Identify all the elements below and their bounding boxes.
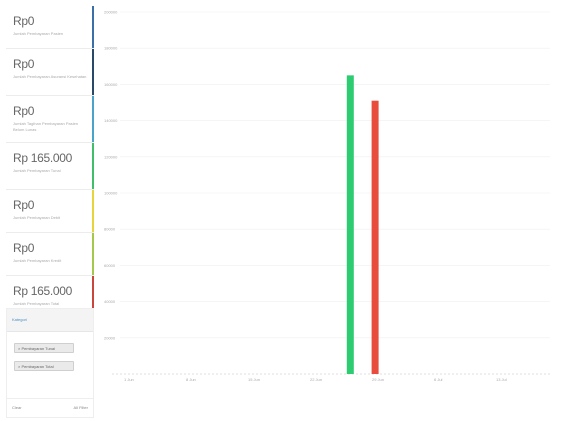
- summary-value: Rp0: [13, 198, 35, 212]
- y-tick-label: 80000: [104, 227, 116, 232]
- chart-area: 200000 180000 160000 140000 120000 100000 8000…: [98, 10, 556, 382]
- y-tick-label: 160000: [104, 82, 118, 87]
- summary-card: Rp 165.000 Jumlah Pembayaran Tunai: [6, 143, 94, 190]
- summary-color-bar: [92, 96, 94, 142]
- x-tick-label: 22 Jun: [310, 377, 322, 382]
- clear-filter-button[interactable]: Clear: [12, 405, 22, 410]
- y-tick-label: 40000: [104, 299, 116, 304]
- y-tick-label: 140000: [104, 118, 118, 123]
- summary-value: Rp0: [13, 57, 35, 71]
- summary-value: Rp0: [13, 104, 35, 118]
- filter-title: Kategori: [12, 317, 27, 322]
- summary-label: Jumlah Pembayaran Total: [13, 301, 60, 306]
- x-tick-label: 13 Jul: [496, 377, 507, 382]
- summary-color-bar: [92, 49, 94, 95]
- summary-card: Rp0 Jumlah Tagihan Pembayaran Pasien Belu…: [6, 96, 94, 143]
- summary-label: Jumlah Pembayaran Pasien: [13, 31, 64, 36]
- summary-card: Rp0 Jumlah Pembayaran Kredit: [6, 233, 94, 276]
- summary-label: Jumlah Pembayaran Tunai: [13, 168, 61, 173]
- y-tick-label: 20000: [104, 335, 116, 340]
- summary-color-bar: [92, 276, 94, 318]
- filter-header: Kategori: [7, 309, 93, 332]
- x-tick-label: 29 Jun: [372, 377, 384, 382]
- summary-value: Rp 165.000: [13, 284, 73, 298]
- y-tick-label: 200000: [104, 10, 118, 15]
- summary-value: Rp 165.000: [13, 151, 73, 165]
- y-tick-label: 60000: [104, 263, 116, 268]
- y-tick-label: 180000: [104, 46, 118, 51]
- y-tick-label: 100000: [104, 191, 118, 196]
- bar-pembayaran-tunai[interactable]: [346, 75, 354, 374]
- summary-card: Rp0 Jumlah Pembayaran Pasien: [6, 6, 94, 49]
- bar-chart: 200000 180000 160000 140000 120000 100000 8000…: [104, 10, 550, 382]
- summary-label: Jumlah Pembayaran Debit: [13, 215, 61, 220]
- y-tick-label: 120000: [104, 154, 118, 159]
- summary-card: Rp0 Jumlah Pembayaran Debit: [6, 190, 94, 233]
- summary-label: Jumlah Tagihan Pembayaran Pasien Belum L…: [13, 121, 79, 132]
- summary-label: Jumlah Pembayaran Kredit: [13, 258, 62, 263]
- summary-color-bar: [92, 6, 94, 48]
- filter-chip-tunai[interactable]: × Pembayaran Tunai: [14, 343, 74, 353]
- filter-chip-total[interactable]: × Pembayaran Total: [14, 361, 74, 371]
- x-tick-label: 15 Jun: [248, 377, 260, 382]
- filter-panel: Kategori × Pembayaran Tunai × Pembayaran…: [6, 308, 94, 418]
- summary-color-bar: [92, 190, 94, 232]
- summary-color-bar: [92, 143, 94, 189]
- summary-value: Rp0: [13, 241, 35, 255]
- filter-footer: Clear All Filter: [7, 398, 93, 417]
- x-tick-label: 6 Jul: [434, 377, 443, 382]
- x-tick-label: 1 Jun: [124, 377, 134, 382]
- summary-card: Rp0 Jumlah Pembayaran Asuransi Kesehatan: [6, 49, 94, 96]
- summary-color-bar: [92, 233, 94, 275]
- bar-pembayaran-total[interactable]: [371, 100, 379, 374]
- summary-label: Jumlah Pembayaran Asuransi Kesehatan: [13, 74, 87, 79]
- summary-panel: Rp0 Jumlah Pembayaran Pasien Rp0 Jumlah Pem…: [6, 6, 94, 319]
- x-tick-label: 8 Jun: [186, 377, 196, 382]
- summary-value: Rp0: [13, 14, 35, 28]
- all-filter-label: All Filter: [73, 405, 88, 410]
